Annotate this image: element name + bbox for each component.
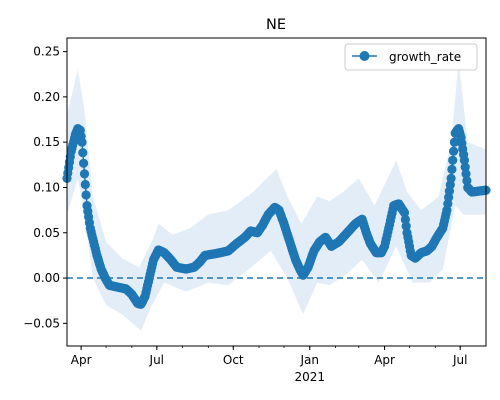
- data-point: [461, 169, 471, 179]
- x-tick-label: Oct: [223, 353, 244, 367]
- y-tick-label: −0.05: [23, 316, 60, 330]
- legend: growth_rate: [344, 43, 478, 71]
- data-point: [77, 137, 87, 147]
- axes-frame: [66, 37, 487, 347]
- chart-title: NE: [266, 17, 286, 33]
- y-tick-label: 0.05: [33, 226, 60, 240]
- series-marker-layer: [62, 124, 491, 309]
- data-point: [399, 208, 410, 218]
- data-point: [448, 155, 458, 165]
- y-tick-label: 0.00: [33, 271, 60, 285]
- data-point: [78, 148, 88, 158]
- y-tick-label: 0.25: [33, 45, 60, 59]
- y-tick-label: 0.20: [33, 90, 60, 104]
- x-tick-label: Jul: [452, 353, 467, 367]
- data-point: [459, 155, 469, 165]
- legend-marker-swatch: [359, 51, 370, 61]
- data-point: [401, 221, 411, 231]
- data-point: [449, 137, 459, 147]
- x-tick-label: Jul: [149, 353, 164, 367]
- data-point: [449, 146, 459, 156]
- x-tick-label: Apr: [71, 353, 92, 367]
- data-point: [80, 179, 90, 190]
- data-point: [447, 164, 457, 174]
- y-tick-label: 0.10: [33, 180, 60, 194]
- y-axis: −0.05 0.00 0.05 0.10 0.15 0.20 0.25: [23, 45, 67, 330]
- data-point: [79, 158, 89, 168]
- data-point: [79, 169, 90, 179]
- x-axis: Apr Jul Oct Jan Apr Jul 2021: [71, 346, 467, 384]
- x-year-label: 2021: [294, 370, 325, 384]
- plot-area: [62, 60, 491, 331]
- x-tick-label: Jan: [300, 353, 320, 367]
- data-point: [81, 190, 91, 200]
- y-tick-label: 0.15: [33, 135, 60, 149]
- legend-box: [344, 43, 478, 71]
- data-point: [462, 176, 472, 186]
- x-tick-label: Apr: [374, 353, 395, 367]
- data-point: [460, 162, 470, 172]
- legend-label: growth_rate: [389, 50, 461, 64]
- data-point: [446, 173, 456, 183]
